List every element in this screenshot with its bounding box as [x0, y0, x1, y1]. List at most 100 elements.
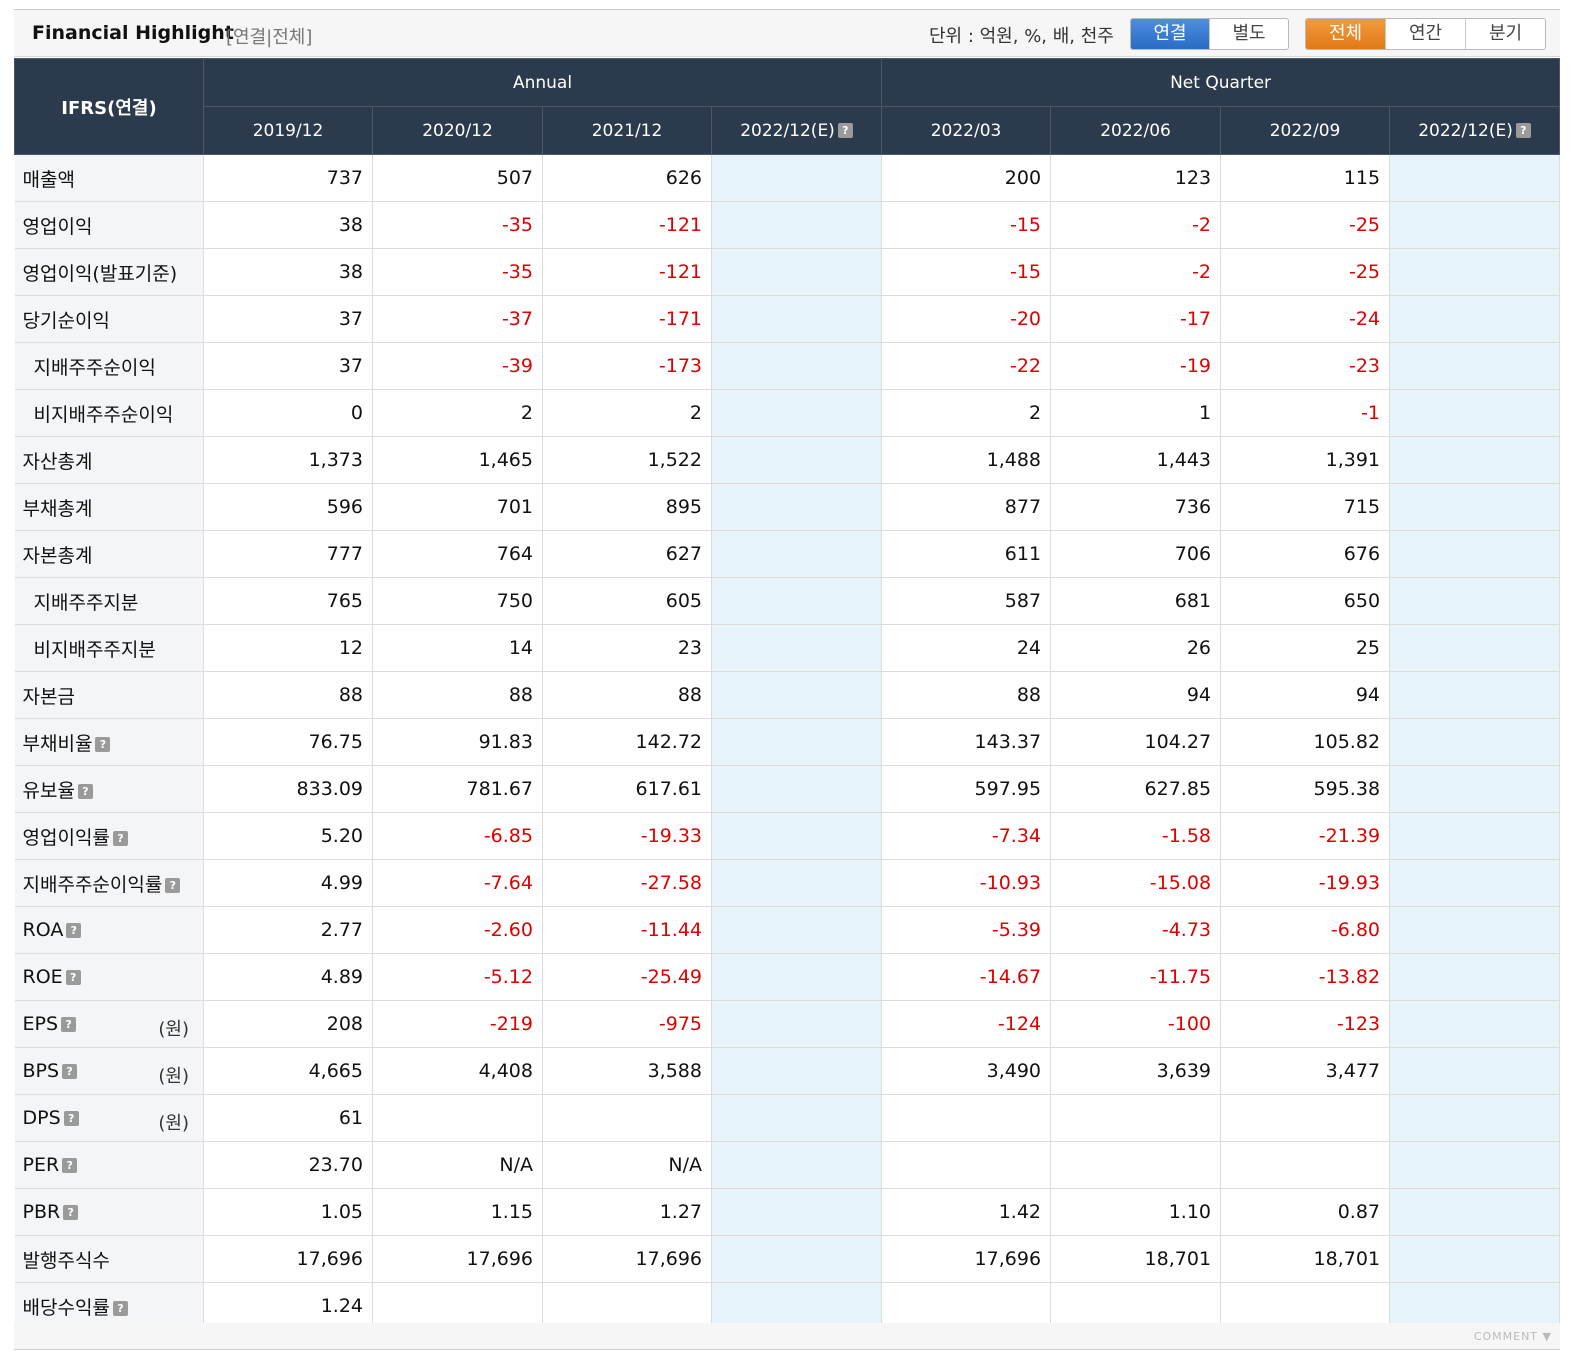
value-cell: 3,639 — [1050, 1047, 1222, 1095]
value-cell: N/A — [372, 1141, 543, 1189]
value-cell: 17,696 — [372, 1235, 543, 1283]
value-cell: -21.39 — [1220, 812, 1391, 860]
value-cell: 61 — [203, 1094, 373, 1142]
scope-toggle: 연결 별도 — [1130, 18, 1289, 50]
column-header-label: 2022/12(E) — [740, 120, 835, 141]
value-cell: -15.08 — [1050, 859, 1222, 907]
value-cell — [881, 1141, 1052, 1189]
top-divider — [14, 9, 1560, 10]
value-cell — [711, 295, 883, 343]
consolidated-button[interactable]: 연결 — [1131, 19, 1209, 49]
value-cell — [1389, 812, 1561, 860]
value-cell: 715 — [1220, 483, 1391, 531]
value-cell — [711, 389, 883, 437]
value-cell: 18,701 — [1050, 1235, 1222, 1283]
help-icon[interactable]: ? — [63, 1205, 79, 1220]
value-cell: -13.82 — [1220, 953, 1391, 1001]
value-cell: 1.42 — [881, 1188, 1052, 1236]
help-icon[interactable]: ? — [61, 1017, 77, 1032]
value-cell — [711, 436, 883, 484]
quarter-button[interactable]: 분기 — [1465, 19, 1545, 49]
row-label: 매출액 — [22, 168, 75, 191]
value-cell: 23 — [542, 624, 712, 672]
column-header: 2019/12 — [203, 106, 373, 155]
row-label-cell: 자본금 — [14, 671, 204, 719]
value-cell: 4,408 — [372, 1047, 543, 1095]
help-icon[interactable]: ? — [165, 877, 181, 893]
value-cell: 1,488 — [881, 436, 1052, 484]
won-unit-label: (원) — [158, 1066, 189, 1087]
help-icon[interactable]: ? — [95, 736, 111, 752]
help-icon[interactable]: ? — [65, 970, 81, 985]
value-cell: -173 — [542, 342, 712, 390]
row-label-cell: 지배주주순이익 — [14, 342, 204, 390]
value-cell: -121 — [542, 248, 712, 296]
value-cell: -123 — [1220, 1000, 1391, 1048]
row-label: BPS — [22, 1060, 60, 1082]
value-cell: -11.75 — [1050, 953, 1222, 1001]
value-cell — [372, 1094, 543, 1142]
row-label: PER — [22, 1154, 60, 1176]
value-cell: 37 — [203, 295, 373, 343]
value-cell: -7.34 — [881, 812, 1052, 860]
all-period-button[interactable]: 전체 — [1306, 19, 1385, 49]
value-cell: 23.70 — [203, 1141, 373, 1189]
help-icon[interactable]: ? — [62, 1158, 78, 1173]
row-label-cell: BPS? (원) — [14, 1047, 204, 1095]
value-cell: 0.87 — [1220, 1188, 1391, 1236]
value-cell — [1389, 1094, 1561, 1142]
value-cell — [1389, 201, 1561, 249]
value-cell: 2 — [881, 389, 1052, 437]
help-icon[interactable]: ? — [66, 923, 82, 938]
value-cell: 1 — [1050, 389, 1222, 437]
value-cell: -27.58 — [542, 859, 712, 907]
value-cell: 104.27 — [1050, 718, 1222, 766]
value-cell: 105.82 — [1220, 718, 1391, 766]
separate-button[interactable]: 별도 — [1209, 19, 1288, 49]
value-cell — [1389, 436, 1561, 484]
help-icon[interactable]: ? — [112, 1300, 128, 1316]
value-cell: 2.77 — [203, 906, 373, 954]
value-cell — [711, 859, 883, 907]
help-icon[interactable]: ? — [62, 1064, 78, 1079]
value-cell: -10.93 — [881, 859, 1052, 907]
value-cell: -6.80 — [1220, 906, 1391, 954]
value-cell: 94 — [1220, 671, 1391, 719]
row-label-cell: 비지배주주지분 — [14, 624, 204, 672]
value-cell: 701 — [372, 483, 543, 531]
value-cell: -2 — [1050, 201, 1222, 249]
help-icon[interactable]: ? — [77, 783, 93, 799]
value-cell — [711, 1000, 883, 1048]
row-label-cell: 부채총계 — [14, 483, 204, 531]
row-label: 당기순이익 — [22, 309, 110, 332]
value-cell — [1389, 953, 1561, 1001]
value-cell: 1,522 — [542, 436, 712, 484]
help-icon[interactable]: ? — [837, 122, 853, 138]
value-cell: 1.15 — [372, 1188, 543, 1236]
value-cell: -17 — [1050, 295, 1222, 343]
table-row: 지배주주지분 765 750 605 587 681 650 — [14, 577, 1561, 625]
value-cell: -19 — [1050, 342, 1222, 390]
table-row: 비지배주주순이익 0 2 2 2 1 -1 — [14, 389, 1561, 437]
row-label: 자본금 — [22, 685, 75, 708]
row-label: 비지배주주지분 — [33, 638, 156, 661]
value-cell — [1389, 248, 1561, 296]
help-icon[interactable]: ? — [1515, 122, 1531, 138]
value-cell: 24 — [881, 624, 1052, 672]
help-icon[interactable]: ? — [112, 830, 128, 846]
value-cell: 94 — [1050, 671, 1222, 719]
comment-link[interactable]: COMMENT ▼ — [1473, 1330, 1552, 1343]
panel-subtitle: [연결|전체] — [226, 27, 313, 48]
value-cell — [711, 483, 883, 531]
value-cell — [1389, 1141, 1561, 1189]
table-row: DPS? (원) 61 — [14, 1094, 1561, 1142]
value-cell: 676 — [1220, 530, 1391, 578]
value-cell — [711, 1188, 883, 1236]
help-icon[interactable]: ? — [63, 1111, 79, 1126]
value-cell: 3,490 — [881, 1047, 1052, 1095]
value-cell: -22 — [881, 342, 1052, 390]
value-cell — [1389, 530, 1561, 578]
value-cell: 764 — [372, 530, 543, 578]
annual-button[interactable]: 연간 — [1385, 19, 1465, 49]
value-cell: -100 — [1050, 1000, 1222, 1048]
